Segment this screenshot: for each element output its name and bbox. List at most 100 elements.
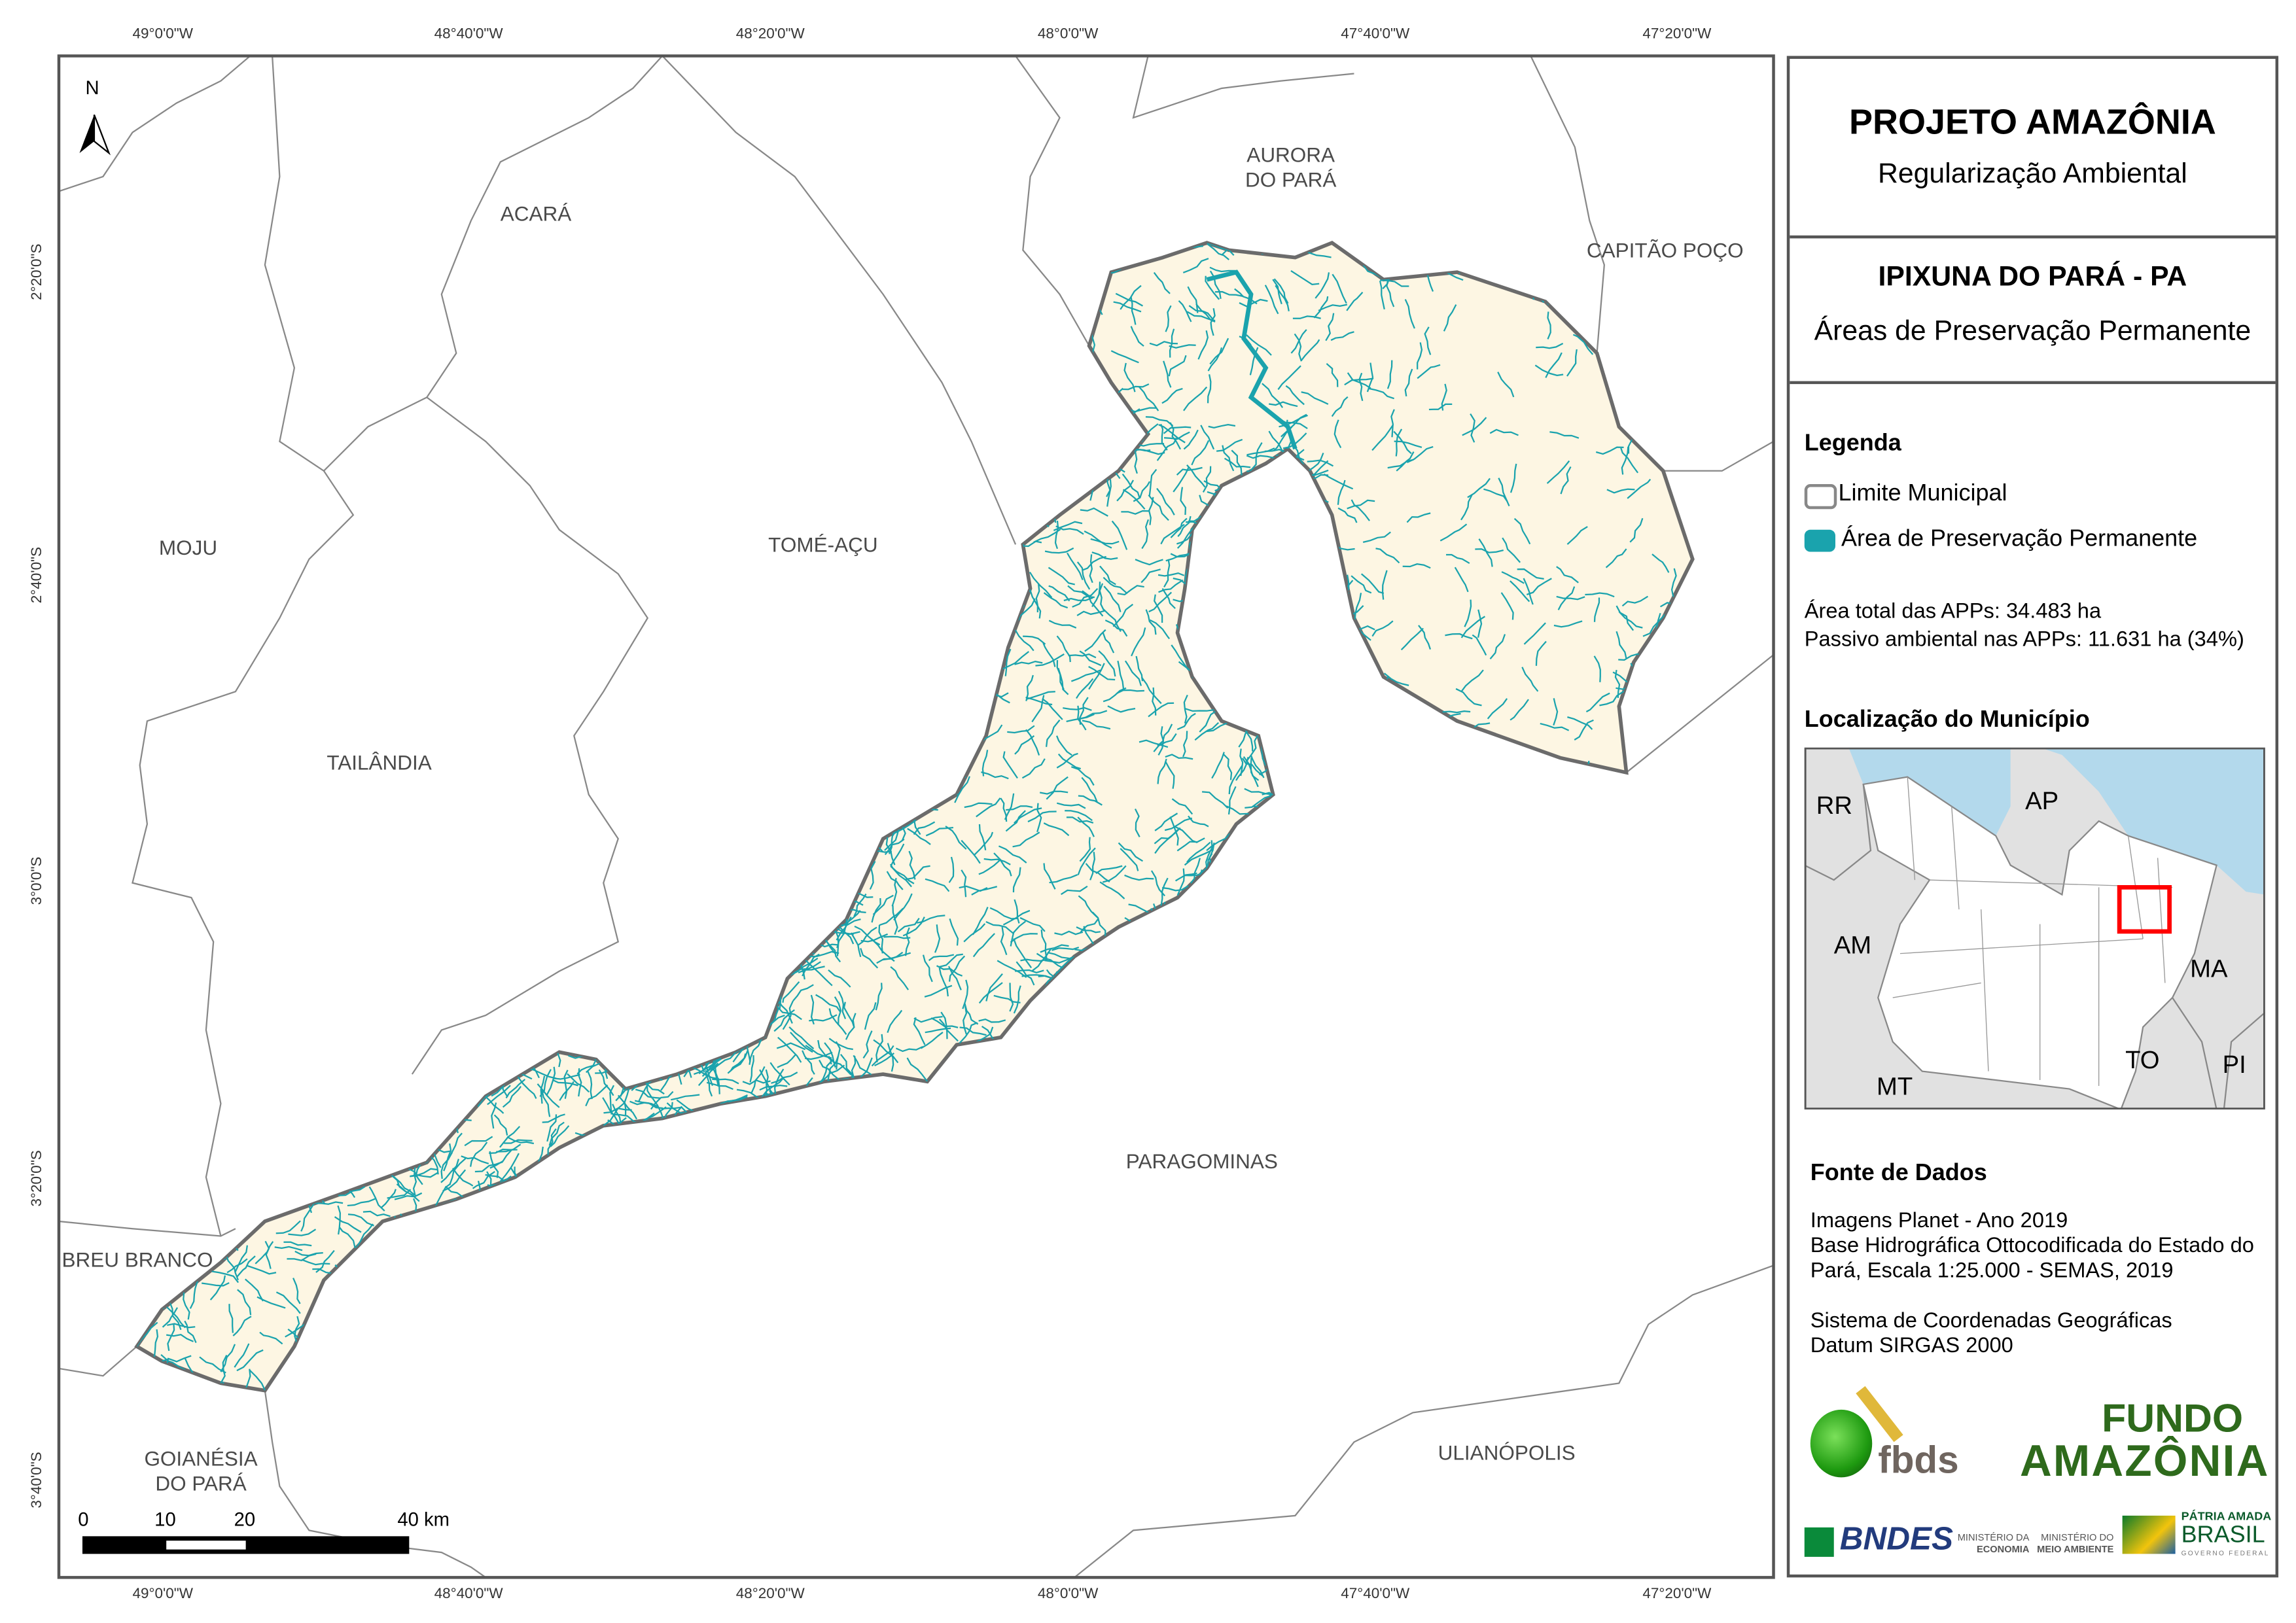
stream-segment xyxy=(1475,548,1504,553)
stream-segment xyxy=(1079,650,1102,667)
stream-segment xyxy=(1235,692,1258,712)
stream-segment xyxy=(1044,956,1072,964)
stream-segment xyxy=(835,1041,841,1070)
stream-segment xyxy=(1083,423,1087,451)
stream-segment xyxy=(1051,947,1080,951)
stream-segment xyxy=(381,1128,408,1138)
stream-segment xyxy=(1523,622,1546,645)
stream-segment xyxy=(1292,491,1303,519)
stream-segment xyxy=(1483,793,1489,822)
stream-segment xyxy=(553,1073,580,1080)
stream-segment xyxy=(1239,748,1244,777)
stream-segment xyxy=(703,977,722,996)
stream-segment xyxy=(1025,729,1040,756)
stream-segment xyxy=(487,1085,511,1106)
stream-segment xyxy=(964,802,993,809)
stream-segment xyxy=(1067,552,1084,580)
stream-segment xyxy=(1068,653,1097,659)
stream-segment xyxy=(1079,379,1088,408)
stream-segment xyxy=(412,1167,417,1196)
stream-segment xyxy=(603,1108,632,1114)
state-pi: PI xyxy=(2222,1051,2246,1079)
stream-segment xyxy=(1048,585,1070,602)
stream-segment xyxy=(1165,551,1193,562)
stream-segment xyxy=(274,1246,303,1251)
stream-segment xyxy=(1025,696,1053,706)
stream-segment xyxy=(1227,786,1237,815)
stream-segment xyxy=(1006,805,1033,811)
stream-segment xyxy=(1133,481,1150,502)
stream-segment xyxy=(836,1083,853,1109)
stream-segment xyxy=(1477,609,1483,638)
stream-segment xyxy=(751,1106,779,1113)
stream-segment xyxy=(782,1000,794,1030)
stream-segment xyxy=(264,1240,272,1269)
stream-segment xyxy=(1183,386,1208,411)
north-label: N xyxy=(85,76,99,99)
stream-segment xyxy=(679,1008,686,1037)
stream-segment xyxy=(362,1210,391,1217)
stream-segment xyxy=(1135,559,1163,566)
stream-segment xyxy=(972,576,998,589)
lat-tick-label: 2°40'0"S xyxy=(29,546,46,604)
stream-segment xyxy=(1184,848,1214,866)
stream-segment xyxy=(1028,499,1040,528)
stream-segment xyxy=(535,1170,546,1197)
stream-segment xyxy=(931,732,937,761)
stream-segment xyxy=(244,1369,251,1391)
stream-segment xyxy=(1566,526,1588,545)
stream-segment xyxy=(434,1183,451,1209)
stream-segment xyxy=(959,1022,978,1044)
stream-segment xyxy=(1309,575,1322,603)
lon-tick-label: 48°0'0"W xyxy=(1037,1586,1099,1603)
stream-segment xyxy=(1360,573,1385,595)
stream-segment xyxy=(1333,828,1337,856)
stream-segment xyxy=(932,761,939,788)
stream-segment xyxy=(612,997,633,1022)
stream-segment xyxy=(1371,424,1394,451)
lon-tick-label: 48°40'0"W xyxy=(434,1586,503,1603)
stream-segment xyxy=(588,995,609,1017)
stream-segment xyxy=(1082,555,1106,571)
stream-segment xyxy=(581,1189,603,1212)
stream-segment xyxy=(1186,311,1216,322)
stream-segment xyxy=(1014,629,1034,652)
stream-segment xyxy=(993,994,1021,1003)
stream-segment xyxy=(443,1143,452,1172)
lat-tick-label: 2°20'0"S xyxy=(29,243,46,300)
stream-segment xyxy=(747,1128,759,1156)
stream-segment xyxy=(1242,654,1262,682)
stream-segment xyxy=(392,1253,404,1278)
stream-segment xyxy=(823,937,841,963)
stream-segment xyxy=(679,1128,690,1157)
stream-segment xyxy=(1249,500,1277,510)
stream-segment xyxy=(1205,840,1213,869)
stream-segment xyxy=(542,1113,565,1123)
stream-segment xyxy=(845,1013,857,1040)
stream-segment xyxy=(758,741,781,757)
stream-segment xyxy=(1299,658,1323,684)
stream-segment xyxy=(328,1164,342,1191)
stream-segment xyxy=(1194,722,1220,741)
stream-segment xyxy=(1091,551,1118,560)
stream-segment xyxy=(987,667,995,695)
stream-segment xyxy=(961,561,987,585)
stream-segment xyxy=(464,1136,493,1147)
stream-segment xyxy=(1103,585,1122,612)
stream-segment xyxy=(978,705,983,734)
stream-segment xyxy=(612,1141,642,1150)
stream-segment xyxy=(1014,899,1020,924)
stream-segment xyxy=(1330,331,1354,341)
stream-segment xyxy=(961,589,975,616)
stream-segment xyxy=(1148,468,1157,496)
stream-segment xyxy=(772,941,800,958)
stream-segment xyxy=(913,771,935,791)
ministerio-economia-logo: MINISTÉRIO DA ECONOMIA xyxy=(1957,1533,2030,1556)
stream-segment xyxy=(220,1354,228,1384)
stream-segment xyxy=(1213,663,1223,691)
stream-segment xyxy=(947,966,962,990)
stream-segment xyxy=(584,1136,595,1164)
patria-amada-brasil-logo: PÁTRIA AMADA BRASIL GOVERNO FEDERAL xyxy=(2122,1510,2271,1560)
stream-segment xyxy=(489,1151,499,1178)
stream-segment xyxy=(732,933,737,963)
